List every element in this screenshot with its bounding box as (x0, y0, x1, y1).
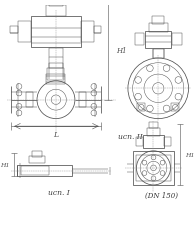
Bar (29, 156, 45, 163)
Bar (147, 128, 160, 136)
Bar (133, 151, 174, 185)
Bar (17, 165, 72, 177)
Bar (172, 34, 182, 45)
Bar (11, 27, 18, 34)
Text: H1: H1 (0, 162, 10, 167)
Bar (152, 49, 164, 59)
Text: L: L (53, 130, 58, 138)
Bar (143, 135, 164, 148)
Text: H1: H1 (116, 47, 126, 55)
Text: ucn. II: ucn. II (118, 132, 143, 140)
Bar (81, 22, 94, 43)
Bar (149, 24, 168, 33)
Bar (94, 27, 101, 34)
Bar (152, 17, 164, 25)
Bar (46, 75, 65, 84)
Bar (79, 93, 86, 108)
Bar (164, 137, 171, 146)
Bar (145, 32, 171, 48)
Bar (47, 69, 65, 81)
Text: (DN 150): (DN 150) (144, 191, 178, 198)
Bar (135, 34, 144, 45)
Bar (49, 63, 63, 69)
Bar (49, 48, 63, 58)
Bar (136, 155, 171, 181)
Bar (137, 104, 145, 112)
Text: ucn. I: ucn. I (48, 189, 70, 197)
Bar (171, 104, 179, 112)
Bar (31, 17, 81, 47)
Bar (32, 151, 42, 157)
Bar (26, 93, 33, 108)
Bar (49, 1, 63, 7)
Bar (149, 123, 158, 128)
Bar (45, 6, 66, 17)
Bar (136, 137, 143, 146)
Bar (18, 22, 31, 43)
Bar (21, 167, 49, 175)
Text: H1: H1 (185, 153, 194, 158)
